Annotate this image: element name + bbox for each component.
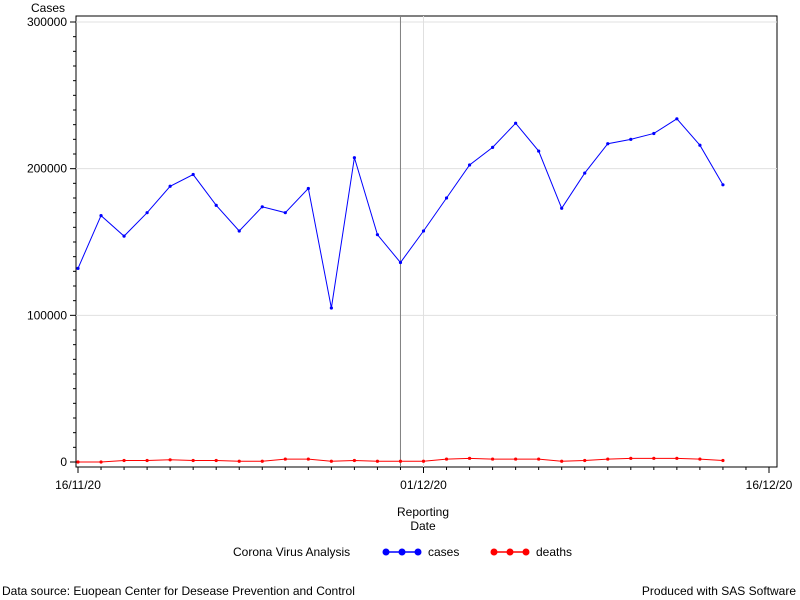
plot-frame	[75, 15, 778, 468]
legend-cases-marker	[382, 548, 390, 556]
cases-point	[76, 266, 80, 270]
deaths-point	[99, 460, 103, 464]
deaths-point	[398, 459, 403, 463]
cases-point	[214, 203, 218, 207]
deaths-point	[583, 458, 587, 463]
cases-point	[560, 206, 564, 210]
deaths-point	[306, 457, 310, 461]
deaths-point	[122, 458, 126, 463]
cases-point	[444, 196, 449, 200]
deaths-point	[260, 459, 264, 463]
deaths-point	[145, 458, 149, 463]
x-axis-label: Date	[410, 519, 436, 533]
deaths-point	[560, 459, 564, 463]
cases-point	[145, 211, 149, 215]
cases-point	[168, 184, 172, 188]
cases-point	[352, 156, 356, 160]
y-axis-label: Cases	[31, 1, 65, 15]
deaths-point	[76, 460, 80, 464]
deaths-point	[721, 458, 725, 463]
cases-point	[491, 145, 495, 149]
cases-point	[122, 234, 126, 238]
deaths-point	[491, 457, 495, 461]
legend-cases-marker	[414, 548, 422, 556]
cases-point	[652, 131, 656, 136]
deaths-point	[375, 459, 380, 463]
x-tick-label: 01/12/20	[400, 478, 447, 492]
data-source-note: Data source: Euopean Center for Desease …	[2, 584, 355, 598]
legend-deaths-marker	[506, 548, 514, 556]
cases-point	[537, 149, 541, 153]
deaths-point	[629, 456, 633, 460]
deaths-point	[698, 457, 702, 461]
cases-point	[606, 142, 610, 146]
deaths-point	[467, 456, 472, 460]
deaths-point	[168, 458, 172, 462]
cases-point	[260, 205, 264, 209]
cases-point	[306, 186, 310, 191]
cases-point	[583, 171, 587, 175]
x-tick-label: 16/12/20	[746, 478, 793, 492]
legend-deaths-marker	[490, 548, 498, 556]
cases-point	[629, 137, 633, 141]
deaths-point	[329, 459, 333, 463]
cases-point	[721, 183, 725, 187]
cases-point	[99, 214, 103, 218]
cases-point	[675, 117, 679, 121]
y-tick-label: 300000	[27, 15, 67, 29]
produced-with-note: Produced with SAS Software	[641, 584, 796, 598]
deaths-point	[214, 458, 218, 463]
cases-point	[329, 306, 333, 310]
y-tick-label: 100000	[27, 308, 67, 322]
cases-point	[283, 211, 287, 215]
legend-cases-marker	[398, 548, 406, 556]
y-tick-label: 200000	[27, 162, 67, 176]
deaths-point	[537, 457, 541, 461]
legend-cases-label: cases	[428, 545, 459, 559]
legend-deaths-label: deaths	[536, 545, 572, 559]
deaths-point	[652, 456, 656, 460]
cases-point	[398, 260, 403, 265]
deaths-point	[514, 457, 518, 461]
x-axis-label: Reporting	[397, 505, 449, 519]
cases-point	[467, 163, 472, 167]
legend-title: Corona Virus Analysis	[233, 545, 350, 559]
deaths-point	[606, 457, 610, 461]
y-tick-label: 0	[60, 455, 67, 469]
deaths-point	[283, 457, 287, 461]
deaths-point	[444, 457, 449, 461]
x-tick-label: 16/11/20	[55, 478, 101, 492]
cases-point	[514, 121, 518, 125]
deaths-point	[191, 458, 195, 463]
cases-point	[375, 233, 380, 237]
deaths-point	[675, 456, 679, 460]
cases-point	[698, 143, 702, 147]
cases-point	[421, 229, 426, 233]
deaths-point	[237, 459, 241, 463]
deaths-point	[421, 459, 426, 463]
cases-point	[191, 172, 195, 177]
cases-point	[237, 229, 241, 233]
deaths-point	[352, 458, 356, 463]
legend-deaths-marker	[522, 548, 530, 556]
